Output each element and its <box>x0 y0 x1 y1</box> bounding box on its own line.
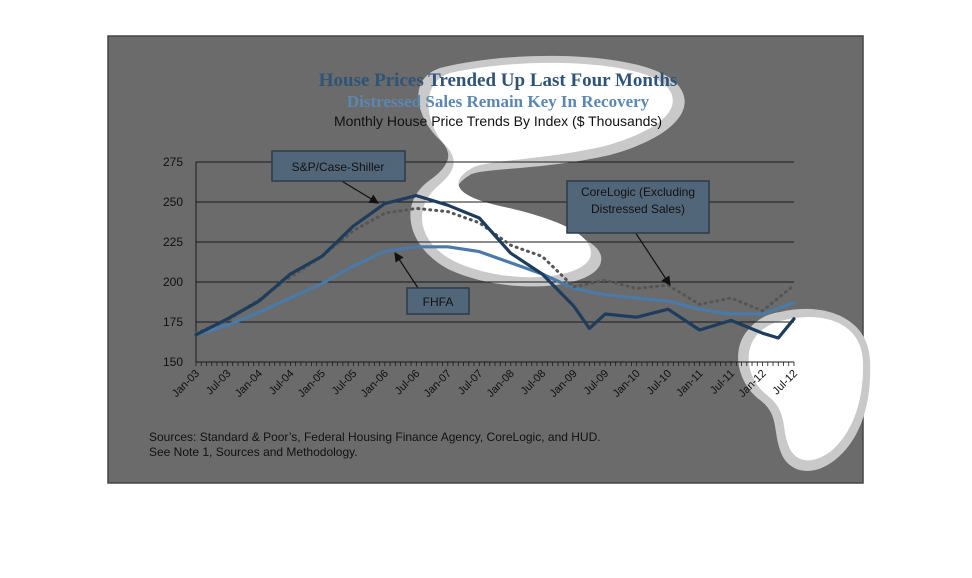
chart-title: House Prices Trended Up Last Four Months <box>319 70 678 91</box>
callout-arrow-fhfa <box>394 251 419 289</box>
chart-subtitle: Monthly House Price Trends By Index ($ T… <box>334 113 662 129</box>
series-line-s-p-case-shiller <box>194 194 796 340</box>
axes <box>195 162 795 366</box>
y-tick-labels: 150 175 200 225 250 275 <box>163 155 183 369</box>
y-tick-label: 175 <box>163 315 183 329</box>
callout-box-case-shiller <box>271 150 406 182</box>
callout-label-corelogic-line1: CoreLogic (Excluding <box>581 185 695 199</box>
chart-title-line2: Distressed Sales Remain Key In Recovery <box>347 92 650 111</box>
callout-arrow-corelogic <box>634 231 671 287</box>
source-note: Sources: Standard & Poor’s, Federal Hous… <box>149 430 601 444</box>
y-tick-label: 275 <box>163 155 183 169</box>
callout-case-shiller: S&P/Case-Shiller <box>271 150 406 204</box>
callout-box-corelogic <box>566 180 710 234</box>
callout-label-case-shiller: S&P/Case-Shiller <box>292 160 385 174</box>
methodology-note: See Note 1, Sources and Methodology. <box>149 445 358 459</box>
callout-arrow-case-shiller <box>339 179 380 204</box>
callout-box-fhfa <box>406 287 470 315</box>
callout-corelogic: CoreLogic (Excluding Distressed Sales) <box>566 180 710 287</box>
y-tick-label: 150 <box>163 355 183 369</box>
callout-label-corelogic-line2: Distressed Sales) <box>591 202 685 216</box>
series-line-fhfa <box>194 245 796 337</box>
callout-label-fhfa: FHFA <box>423 295 454 309</box>
y-tick-label: 250 <box>163 195 183 209</box>
y-tick-label: 200 <box>163 275 183 289</box>
series-lines <box>194 194 796 340</box>
y-tick-label: 225 <box>163 235 183 249</box>
highlight-blob-bottom <box>748 317 864 461</box>
callout-fhfa: FHFA <box>394 251 470 315</box>
